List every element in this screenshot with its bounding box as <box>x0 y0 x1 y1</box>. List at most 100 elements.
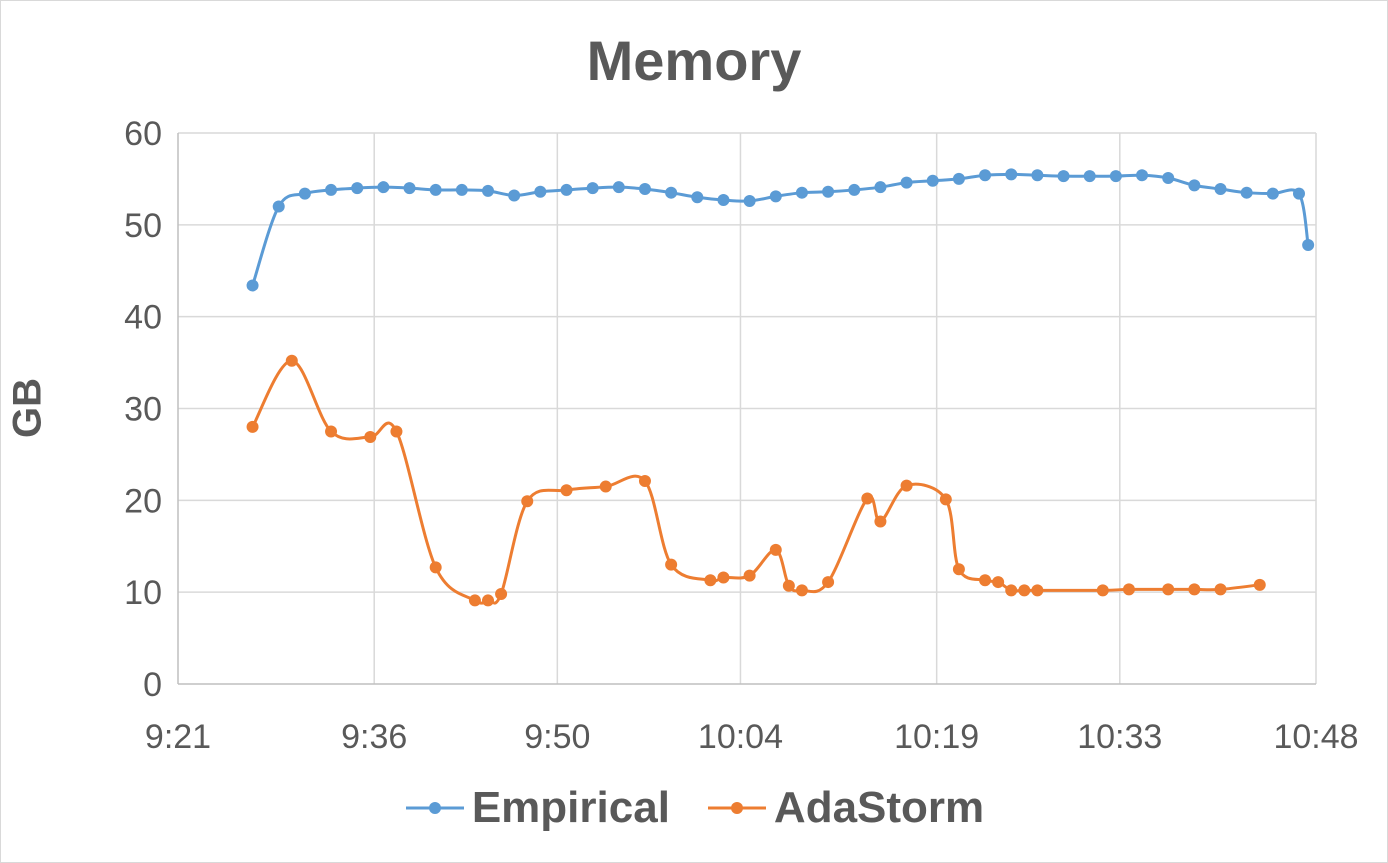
data-point <box>744 570 756 582</box>
series-line-adastorm <box>253 361 1260 603</box>
data-point <box>273 200 285 212</box>
data-point <box>377 181 389 193</box>
data-point <box>717 571 729 583</box>
y-tick-label: 30 <box>124 391 162 429</box>
data-point <box>1302 239 1314 251</box>
data-point <box>1188 179 1200 191</box>
data-point <box>1188 583 1200 595</box>
series-adastorm <box>247 355 1266 607</box>
data-point <box>1136 169 1148 181</box>
data-point <box>901 480 913 492</box>
legend-marker-empirical <box>404 798 466 818</box>
y-tick-label: 0 <box>143 666 162 704</box>
data-point <box>796 584 808 596</box>
data-point <box>848 184 860 196</box>
legend-item-empirical: Empirical <box>404 783 670 833</box>
data-point <box>1123 583 1135 595</box>
legend-item-adastorm: AdaStorm <box>706 783 984 833</box>
data-point <box>979 574 991 586</box>
legend-marker-adastorm <box>706 798 768 818</box>
data-point <box>364 431 376 443</box>
x-tick-label: 9:36 <box>341 718 407 756</box>
data-point <box>717 194 729 206</box>
gridlines <box>178 133 1316 684</box>
y-tick-label: 20 <box>124 482 162 520</box>
data-point <box>901 177 913 189</box>
data-point <box>1241 187 1253 199</box>
data-point <box>404 182 416 194</box>
y-tick-label: 40 <box>124 299 162 337</box>
data-point <box>247 279 259 291</box>
data-point <box>299 188 311 200</box>
data-point <box>1018 584 1030 596</box>
data-point <box>1058 170 1070 182</box>
data-point <box>1162 583 1174 595</box>
data-point <box>704 574 716 586</box>
series-empirical <box>247 168 1315 291</box>
data-point <box>430 184 442 196</box>
data-point <box>1005 168 1017 180</box>
data-point <box>560 484 572 496</box>
data-point <box>770 190 782 202</box>
data-point <box>744 195 756 207</box>
data-point <box>1005 584 1017 596</box>
data-point <box>1162 172 1174 184</box>
data-point <box>1267 188 1279 200</box>
data-point <box>822 576 834 588</box>
data-point <box>351 182 363 194</box>
data-point <box>796 187 808 199</box>
legend-label-adastorm: AdaStorm <box>774 783 984 833</box>
data-point <box>992 576 1004 588</box>
x-tick-label: 10:04 <box>698 718 783 756</box>
data-point <box>430 561 442 573</box>
data-point <box>247 421 259 433</box>
data-point <box>1110 170 1122 182</box>
data-point <box>325 425 337 437</box>
data-point <box>940 493 952 505</box>
data-point <box>534 186 546 198</box>
data-point <box>861 492 873 504</box>
data-point <box>783 580 795 592</box>
data-point <box>613 181 625 193</box>
data-point <box>482 185 494 197</box>
data-point <box>665 187 677 199</box>
data-point <box>874 515 886 527</box>
y-tick-label: 10 <box>124 574 162 612</box>
x-tick-label: 10:48 <box>1273 718 1358 756</box>
data-point <box>1215 183 1227 195</box>
data-point <box>495 588 507 600</box>
data-point <box>1254 579 1266 591</box>
x-tick-label: 10:19 <box>894 718 979 756</box>
legend-label-empirical: Empirical <box>472 783 670 833</box>
x-tick-label: 9:50 <box>524 718 590 756</box>
data-point <box>927 175 939 187</box>
data-point <box>665 559 677 571</box>
data-point <box>1097 584 1109 596</box>
tick-labels: 0 10 20 30 40 50 60 9:21 9:36 9:50 10:04 10:19 10:33… <box>124 115 1358 756</box>
data-point <box>874 181 886 193</box>
data-point <box>560 184 572 196</box>
y-tick-label: 60 <box>124 115 162 153</box>
data-point <box>1031 584 1043 596</box>
data-point <box>953 563 965 575</box>
data-point <box>639 475 651 487</box>
data-point <box>600 481 612 493</box>
data-point <box>953 173 965 185</box>
data-point <box>325 184 337 196</box>
data-point <box>1031 169 1043 181</box>
data-point <box>587 182 599 194</box>
x-tick-label: 10:33 <box>1077 718 1162 756</box>
data-point <box>691 191 703 203</box>
x-tick-label: 9:21 <box>145 718 211 756</box>
data-point <box>770 544 782 556</box>
y-tick-label: 50 <box>124 207 162 245</box>
data-point <box>1215 583 1227 595</box>
data-point <box>508 189 520 201</box>
data-point <box>1293 188 1305 200</box>
data-point <box>456 184 468 196</box>
data-point <box>482 594 494 606</box>
legend: Empirical AdaStorm <box>0 783 1388 833</box>
data-point <box>390 425 402 437</box>
data-point <box>639 183 651 195</box>
